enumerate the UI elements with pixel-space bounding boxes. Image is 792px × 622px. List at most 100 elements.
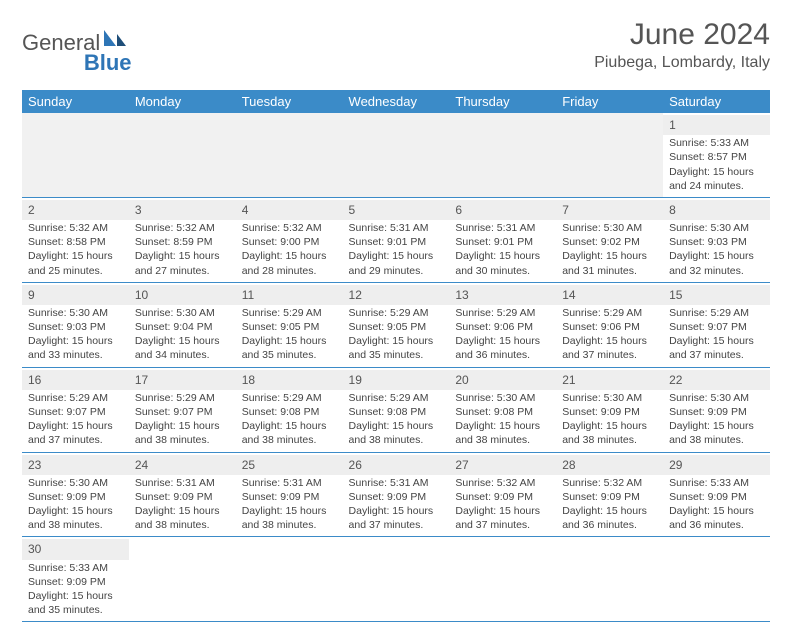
day-number: 27 (449, 455, 556, 475)
info-line: Sunrise: 5:29 AM (135, 391, 230, 405)
day-cell: 30Sunrise: 5:33 AMSunset: 9:09 PMDayligh… (22, 537, 129, 622)
day-info: Sunrise: 5:29 AMSunset: 9:05 PMDaylight:… (349, 305, 444, 363)
info-line: Daylight: 15 hours (135, 249, 230, 263)
info-line: Daylight: 15 hours (455, 504, 550, 518)
info-line: and 37 minutes. (669, 348, 764, 362)
info-line: Sunset: 9:03 PM (28, 320, 123, 334)
info-line: Sunset: 9:09 PM (669, 405, 764, 419)
info-line: Daylight: 15 hours (135, 504, 230, 518)
info-line: and 38 minutes. (455, 433, 550, 447)
location-title: Piubega, Lombardy, Italy (594, 54, 770, 72)
info-line: and 38 minutes. (28, 518, 123, 532)
col-wed: Wednesday (343, 90, 450, 113)
info-line: and 30 minutes. (455, 264, 550, 278)
info-line: and 24 minutes. (669, 179, 764, 193)
info-line: Daylight: 15 hours (135, 419, 230, 433)
info-line: Sunset: 8:58 PM (28, 235, 123, 249)
info-line: and 35 minutes. (28, 603, 123, 617)
week-row: 9Sunrise: 5:30 AMSunset: 9:03 PMDaylight… (22, 282, 770, 367)
info-line: and 37 minutes. (349, 518, 444, 532)
info-line: Daylight: 15 hours (28, 419, 123, 433)
day-cell (663, 537, 770, 622)
info-line: Sunrise: 5:29 AM (349, 391, 444, 405)
info-line: and 37 minutes. (562, 348, 657, 362)
info-line: Sunset: 9:09 PM (455, 490, 550, 504)
week-row: 2Sunrise: 5:32 AMSunset: 8:58 PMDaylight… (22, 197, 770, 282)
day-number: 13 (449, 285, 556, 305)
day-cell: 2Sunrise: 5:32 AMSunset: 8:58 PMDaylight… (22, 197, 129, 282)
info-line: Daylight: 15 hours (28, 589, 123, 603)
info-line: Sunrise: 5:29 AM (28, 391, 123, 405)
day-number: 4 (236, 200, 343, 220)
info-line: and 27 minutes. (135, 264, 230, 278)
day-number: 23 (22, 455, 129, 475)
info-line: Daylight: 15 hours (28, 504, 123, 518)
day-cell: 19Sunrise: 5:29 AMSunset: 9:08 PMDayligh… (343, 367, 450, 452)
info-line: Sunrise: 5:30 AM (135, 306, 230, 320)
info-line: Daylight: 15 hours (455, 249, 550, 263)
col-fri: Friday (556, 90, 663, 113)
day-cell: 8Sunrise: 5:30 AMSunset: 9:03 PMDaylight… (663, 197, 770, 282)
info-line: Daylight: 15 hours (562, 419, 657, 433)
day-number: 16 (22, 370, 129, 390)
day-cell (343, 537, 450, 622)
month-title: June 2024 (594, 18, 770, 52)
day-number: 12 (343, 285, 450, 305)
info-line: Sunset: 9:00 PM (242, 235, 337, 249)
info-line: Daylight: 15 hours (135, 334, 230, 348)
day-cell: 16Sunrise: 5:29 AMSunset: 9:07 PMDayligh… (22, 367, 129, 452)
day-number: 19 (343, 370, 450, 390)
day-info: Sunrise: 5:32 AMSunset: 9:09 PMDaylight:… (455, 475, 550, 533)
day-cell: 13Sunrise: 5:29 AMSunset: 9:06 PMDayligh… (449, 282, 556, 367)
info-line: Sunrise: 5:33 AM (669, 136, 764, 150)
info-line: and 35 minutes. (242, 348, 337, 362)
day-info: Sunrise: 5:30 AMSunset: 9:09 PMDaylight:… (562, 390, 657, 448)
info-line: Sunset: 9:08 PM (242, 405, 337, 419)
info-line: Sunset: 9:01 PM (349, 235, 444, 249)
info-line: Daylight: 15 hours (349, 249, 444, 263)
day-number: 11 (236, 285, 343, 305)
info-line: and 29 minutes. (349, 264, 444, 278)
col-sat: Saturday (663, 90, 770, 113)
week-row: 23Sunrise: 5:30 AMSunset: 9:09 PMDayligh… (22, 452, 770, 537)
day-info: Sunrise: 5:29 AMSunset: 9:07 PMDaylight:… (669, 305, 764, 363)
day-cell: 6Sunrise: 5:31 AMSunset: 9:01 PMDaylight… (449, 197, 556, 282)
day-number: 22 (663, 370, 770, 390)
info-line: and 28 minutes. (242, 264, 337, 278)
day-info: Sunrise: 5:31 AMSunset: 9:09 PMDaylight:… (242, 475, 337, 533)
header: General June 2024 Piubega, Lombardy, Ita… (22, 18, 770, 72)
info-line: Sunset: 9:09 PM (669, 490, 764, 504)
info-line: Sunrise: 5:29 AM (455, 306, 550, 320)
info-line: Sunrise: 5:30 AM (669, 391, 764, 405)
info-line: and 37 minutes. (28, 433, 123, 447)
day-number: 20 (449, 370, 556, 390)
day-cell (22, 113, 129, 197)
day-cell: 21Sunrise: 5:30 AMSunset: 9:09 PMDayligh… (556, 367, 663, 452)
info-line: Daylight: 15 hours (349, 504, 444, 518)
day-cell: 10Sunrise: 5:30 AMSunset: 9:04 PMDayligh… (129, 282, 236, 367)
info-line: Sunset: 9:07 PM (135, 405, 230, 419)
day-cell (556, 113, 663, 197)
day-number: 9 (22, 285, 129, 305)
day-number: 29 (663, 455, 770, 475)
day-cell: 17Sunrise: 5:29 AMSunset: 9:07 PMDayligh… (129, 367, 236, 452)
sail-icon (102, 28, 128, 48)
day-info: Sunrise: 5:29 AMSunset: 9:08 PMDaylight:… (242, 390, 337, 448)
info-line: Daylight: 15 hours (349, 334, 444, 348)
day-info: Sunrise: 5:30 AMSunset: 9:03 PMDaylight:… (28, 305, 123, 363)
day-cell: 3Sunrise: 5:32 AMSunset: 8:59 PMDaylight… (129, 197, 236, 282)
day-number: 18 (236, 370, 343, 390)
day-info: Sunrise: 5:29 AMSunset: 9:06 PMDaylight:… (455, 305, 550, 363)
day-number: 6 (449, 200, 556, 220)
info-line: Daylight: 15 hours (28, 334, 123, 348)
day-number: 17 (129, 370, 236, 390)
info-line: and 38 minutes. (135, 433, 230, 447)
day-number: 8 (663, 200, 770, 220)
logo-line2: GeneBlue (30, 50, 132, 76)
info-line: Sunrise: 5:29 AM (562, 306, 657, 320)
info-line: Daylight: 15 hours (562, 334, 657, 348)
info-line: Sunrise: 5:30 AM (562, 221, 657, 235)
day-cell: 5Sunrise: 5:31 AMSunset: 9:01 PMDaylight… (343, 197, 450, 282)
info-line: Sunset: 9:09 PM (562, 490, 657, 504)
info-line: Sunset: 8:59 PM (135, 235, 230, 249)
